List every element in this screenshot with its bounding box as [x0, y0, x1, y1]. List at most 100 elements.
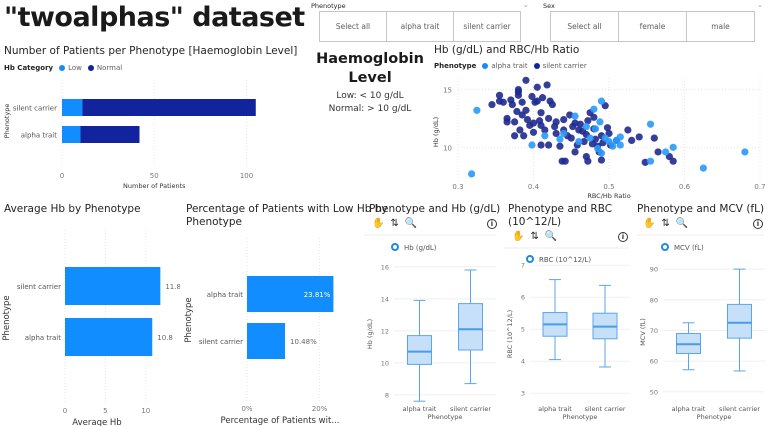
- data-label: 23.81%: [304, 291, 331, 299]
- legend-marker: [391, 243, 399, 251]
- sex-female-button[interactable]: female: [618, 11, 687, 42]
- scatter-point-silent-carrier: [533, 97, 541, 105]
- bar-segment-normal: [80, 126, 140, 143]
- scatter-point-silent-carrier: [590, 113, 598, 121]
- patients-chart-legend: Hb Category Low Normal: [4, 64, 122, 72]
- y-tick-label: 12: [381, 327, 389, 335]
- scatter-point-alpha-trait: [669, 143, 677, 151]
- phenotype-silent-carrier-button[interactable]: silent carrier: [453, 11, 521, 42]
- scatter-chart-title: Hb (g/dL) and RBC/Hb Ratio: [434, 44, 580, 56]
- chevron-down-icon[interactable]: ⌄: [757, 1, 763, 9]
- legend-marker: [661, 243, 669, 251]
- box-rbc-chart: RBC (10^12/L) 3 4 5 6 7 alpha trait silent carr…: [504, 247, 630, 421]
- scatter-point-silent-carrier: [603, 124, 612, 132]
- x-axis-title: Phenotype: [697, 413, 732, 421]
- scatter-point-silent-carrier: [529, 128, 538, 136]
- scatter-point-silent-carrier: [635, 133, 643, 141]
- scatter-point-silent-carrier: [495, 91, 504, 99]
- hb-ratio-scatter-chart: 10 15 0.3 0.4 0.5 0.6 0.7 RBC/Hb Ratio Hb (g/dL): [432, 76, 766, 200]
- info-icon[interactable]: i: [618, 231, 628, 242]
- scatter-point-silent-carrier: [518, 98, 526, 106]
- scatter-point-alpha-trait: [741, 148, 749, 156]
- hand-icon[interactable]: ✋: [372, 218, 385, 229]
- bar: [65, 318, 153, 356]
- zoom-out-icon[interactable]: 🔍: [404, 218, 418, 229]
- category-label: silent carrier: [585, 405, 626, 413]
- sex-male-button[interactable]: male: [686, 11, 755, 42]
- category-label: alpha trait: [672, 405, 706, 413]
- page-title: "twoalphas" dataset: [4, 2, 305, 33]
- x-axis-title: Average Hb: [72, 418, 121, 426]
- scatter-point-silent-carrier: [584, 157, 592, 165]
- scatter-point-silent-carrier: [545, 114, 553, 123]
- box-hb-title: Phenotype and Hb (g/dL): [369, 203, 501, 215]
- scatter-point-alpha-trait: [590, 105, 598, 113]
- bar: [247, 276, 334, 312]
- phenotype-select-all-button[interactable]: Select all: [319, 11, 387, 42]
- info-icon[interactable]: i: [487, 218, 497, 229]
- legend-low[interactable]: Low: [68, 64, 82, 72]
- phenotype-alpha-trait-button[interactable]: alpha trait: [386, 11, 454, 42]
- legend-dot-normal: [87, 65, 94, 71]
- scatter-point-silent-carrier: [537, 109, 545, 117]
- phenotype-slicer-label: Phenotype: [311, 2, 346, 10]
- hand-icon[interactable]: ✋: [643, 218, 656, 229]
- scatter-point-alpha-trait: [541, 132, 549, 140]
- scatter-point-alpha-trait: [582, 122, 590, 131]
- scatter-point-alpha-trait: [473, 106, 481, 114]
- chevron-down-icon[interactable]: ⌄: [523, 1, 529, 9]
- box-mcv-toolbar: ✋ ⇅ 🔍 i: [643, 218, 763, 229]
- scatter-point-silent-carrier: [533, 83, 541, 91]
- info-icon[interactable]: i: [753, 218, 763, 229]
- category-label: alpha trait: [207, 291, 243, 299]
- sort-icon[interactable]: ⇅: [530, 231, 539, 242]
- bar: [247, 323, 286, 359]
- x-tick-label: 20%: [312, 405, 328, 413]
- scatter-point-alpha-trait: [616, 133, 624, 141]
- scatter-point-silent-carrier: [537, 141, 545, 149]
- sort-icon[interactable]: ⇅: [390, 218, 399, 229]
- scatter-point-silent-carrier: [499, 98, 507, 106]
- x-tick-label: 0: [63, 407, 67, 415]
- bar-segment-low: [62, 126, 81, 143]
- y-tick-label: 3: [521, 390, 525, 398]
- data-label: 10.48%: [290, 338, 317, 346]
- y-tick-label: 80: [650, 296, 658, 304]
- zoom-out-icon[interactable]: 🔍: [675, 218, 689, 229]
- category-label: silent carrier: [17, 283, 61, 291]
- y-axis-title: Phenotype: [184, 297, 194, 342]
- sex-slicer-label: Sex: [543, 2, 555, 10]
- y-tick-label: 10: [443, 144, 452, 152]
- y-tick-label: 70: [650, 327, 658, 335]
- pct-low-title-line1: Percentage of Patients with Low Hb by: [186, 203, 388, 215]
- hand-icon[interactable]: ✋: [512, 231, 525, 242]
- legend-alpha-trait[interactable]: alpha trait: [491, 62, 528, 70]
- scatter-point-silent-carrier: [520, 132, 528, 140]
- legend-label: RBC (10^12/L): [539, 256, 591, 264]
- y-tick-label: 5: [521, 326, 525, 334]
- scatter-point-alpha-trait: [616, 141, 624, 149]
- scatter-point-silent-carrier: [628, 136, 636, 144]
- zoom-out-icon[interactable]: 🔍: [544, 231, 558, 242]
- category-label: alpha trait: [25, 334, 61, 342]
- y-tick-label: 15: [443, 87, 452, 95]
- legend-silent-carrier[interactable]: silent carrier: [542, 62, 587, 70]
- bar: [65, 267, 161, 305]
- legend-normal[interactable]: Normal: [96, 64, 123, 72]
- scatter-point-silent-carrier: [516, 126, 524, 134]
- scatter-point-alpha-trait: [597, 97, 606, 105]
- scatter-point-silent-carrier: [597, 156, 606, 164]
- scatter-point-silent-carrier: [488, 100, 496, 109]
- scatter-point-silent-carrier: [580, 137, 588, 146]
- scatter-point-alpha-trait: [699, 164, 707, 172]
- x-tick-label: 0.4: [528, 183, 540, 191]
- scatter-point-silent-carrier: [522, 106, 530, 114]
- sort-icon[interactable]: ⇅: [661, 218, 670, 229]
- scatter-point-silent-carrier: [576, 120, 584, 128]
- hb-info-normal: Normal: > 10 g/dL: [328, 104, 412, 114]
- scatter-point-alpha-trait: [596, 118, 604, 126]
- sex-select-all-button[interactable]: Select all: [550, 11, 619, 42]
- x-axis-title: Phenotype: [428, 413, 463, 421]
- bar-segment-normal: [82, 99, 256, 116]
- box-iqr: [407, 335, 432, 365]
